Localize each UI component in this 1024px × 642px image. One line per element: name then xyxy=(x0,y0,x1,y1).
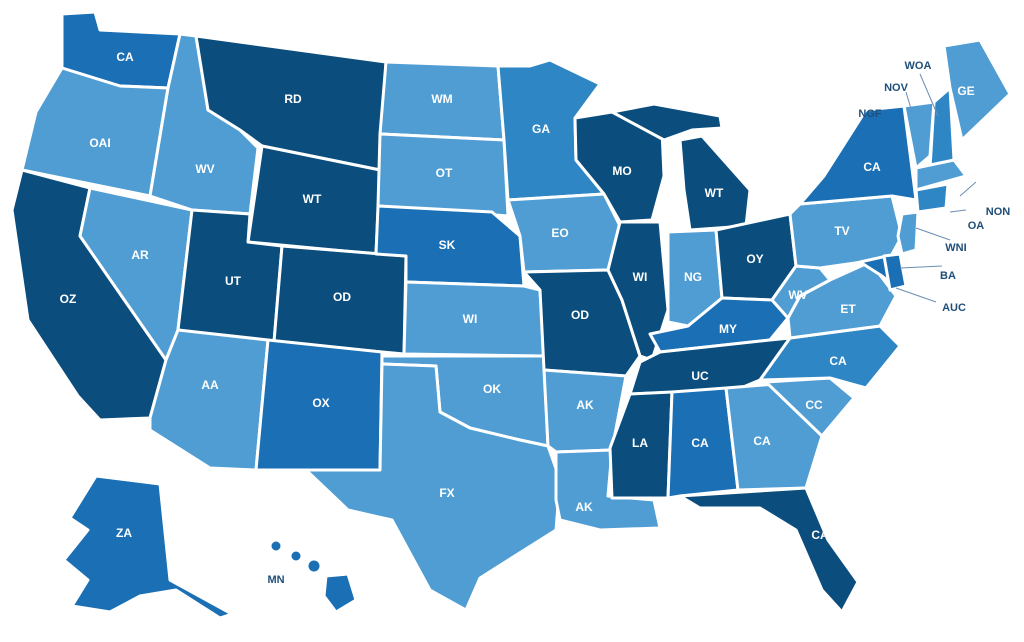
label-nc: CA xyxy=(829,354,847,368)
label-al: CA xyxy=(691,436,709,450)
label-wy: WT xyxy=(303,192,322,206)
callout-leaders xyxy=(895,73,977,303)
state-tx[interactable] xyxy=(304,362,562,612)
state-ms[interactable] xyxy=(608,390,674,500)
state-ma[interactable] xyxy=(914,158,968,192)
label-tn: UC xyxy=(691,369,709,383)
callout-wni: WNI xyxy=(945,242,966,254)
callout-auc: AUC xyxy=(942,302,966,314)
state-sd[interactable] xyxy=(376,132,510,218)
state-nh[interactable] xyxy=(928,86,956,170)
label-in: NG xyxy=(684,270,702,284)
label-me: GE xyxy=(957,84,974,98)
label-ne: SK xyxy=(439,238,456,252)
label-oh: OY xyxy=(746,252,763,266)
label-fl: CA xyxy=(811,528,829,542)
label-la: AK xyxy=(575,500,593,514)
label-nv: AR xyxy=(131,248,149,262)
label-ut: UT xyxy=(225,274,242,288)
state-nj[interactable] xyxy=(896,210,920,256)
state-de[interactable] xyxy=(882,252,908,292)
label-mo: OD xyxy=(571,308,589,322)
label-il: WI xyxy=(633,270,648,284)
label-ar: AK xyxy=(576,398,594,412)
label-pa: TV xyxy=(834,224,849,238)
label-ok: OK xyxy=(483,382,501,396)
label-ky: MY xyxy=(719,322,737,336)
callout-non: NON xyxy=(986,206,1011,218)
callout-wca: WOA xyxy=(905,60,932,72)
label-sc: CC xyxy=(805,398,823,412)
label-mi: WT xyxy=(705,186,724,200)
label-ks: WI xyxy=(463,312,478,326)
label-co: OD xyxy=(333,290,351,304)
callout-ba: BA xyxy=(940,270,956,282)
state-ak[interactable] xyxy=(62,474,234,620)
label-ca: OZ xyxy=(60,292,77,306)
label-mn: GA xyxy=(532,122,550,136)
state-hi[interactable] xyxy=(268,538,358,614)
callout-mn: MN xyxy=(267,574,284,586)
label-wa: CA xyxy=(116,50,134,64)
label-id: WV xyxy=(195,162,214,176)
label-ia: EO xyxy=(551,226,568,240)
callout-ngf: NGF xyxy=(858,108,882,120)
label-az: AA xyxy=(201,378,219,392)
label-mt: RD xyxy=(284,92,302,106)
label-ga: CA xyxy=(753,434,771,448)
state-ny[interactable] xyxy=(798,104,918,206)
label-nd: WM xyxy=(431,92,452,106)
label-sd: OT xyxy=(436,166,453,180)
callout-oa: OA xyxy=(968,220,985,232)
label-tx: FX xyxy=(439,486,454,500)
label-wv: WV xyxy=(788,288,807,302)
callout-labels: WOA NOV NGF NON OA WNI BA AUC MN xyxy=(267,60,1010,586)
label-ms: LA xyxy=(632,436,648,450)
label-nm: OX xyxy=(312,396,329,410)
callout-nov: NOV xyxy=(884,82,909,94)
state-me[interactable] xyxy=(942,38,1012,142)
state-ct[interactable] xyxy=(914,182,950,214)
state-labels: CA OAI OZ AR WV RD WT UT OD AA OX WM OT … xyxy=(60,50,975,542)
label-va: ET xyxy=(840,302,856,316)
label-ny: CA xyxy=(863,160,881,174)
label-ak: ZA xyxy=(116,526,132,540)
label-or: OAI xyxy=(89,136,110,150)
state-fl[interactable] xyxy=(678,486,860,614)
label-wi: MO xyxy=(612,164,631,178)
